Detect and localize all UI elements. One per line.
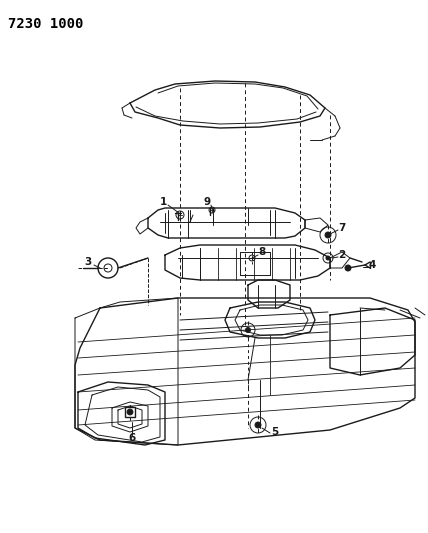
Circle shape xyxy=(127,409,133,415)
Text: 1: 1 xyxy=(159,197,166,207)
Circle shape xyxy=(326,256,330,260)
Text: 3: 3 xyxy=(84,257,92,267)
Bar xyxy=(125,407,135,417)
Text: 2: 2 xyxy=(339,250,346,260)
Circle shape xyxy=(325,232,331,238)
Text: 6: 6 xyxy=(128,433,136,443)
Text: 4: 4 xyxy=(369,260,376,270)
Text: 7: 7 xyxy=(338,223,346,233)
Circle shape xyxy=(345,265,351,271)
Circle shape xyxy=(246,327,250,333)
Text: 5: 5 xyxy=(271,427,279,437)
Text: 7230 1000: 7230 1000 xyxy=(8,17,83,31)
Circle shape xyxy=(255,422,261,428)
Text: 8: 8 xyxy=(259,247,266,257)
Text: 9: 9 xyxy=(203,197,211,207)
